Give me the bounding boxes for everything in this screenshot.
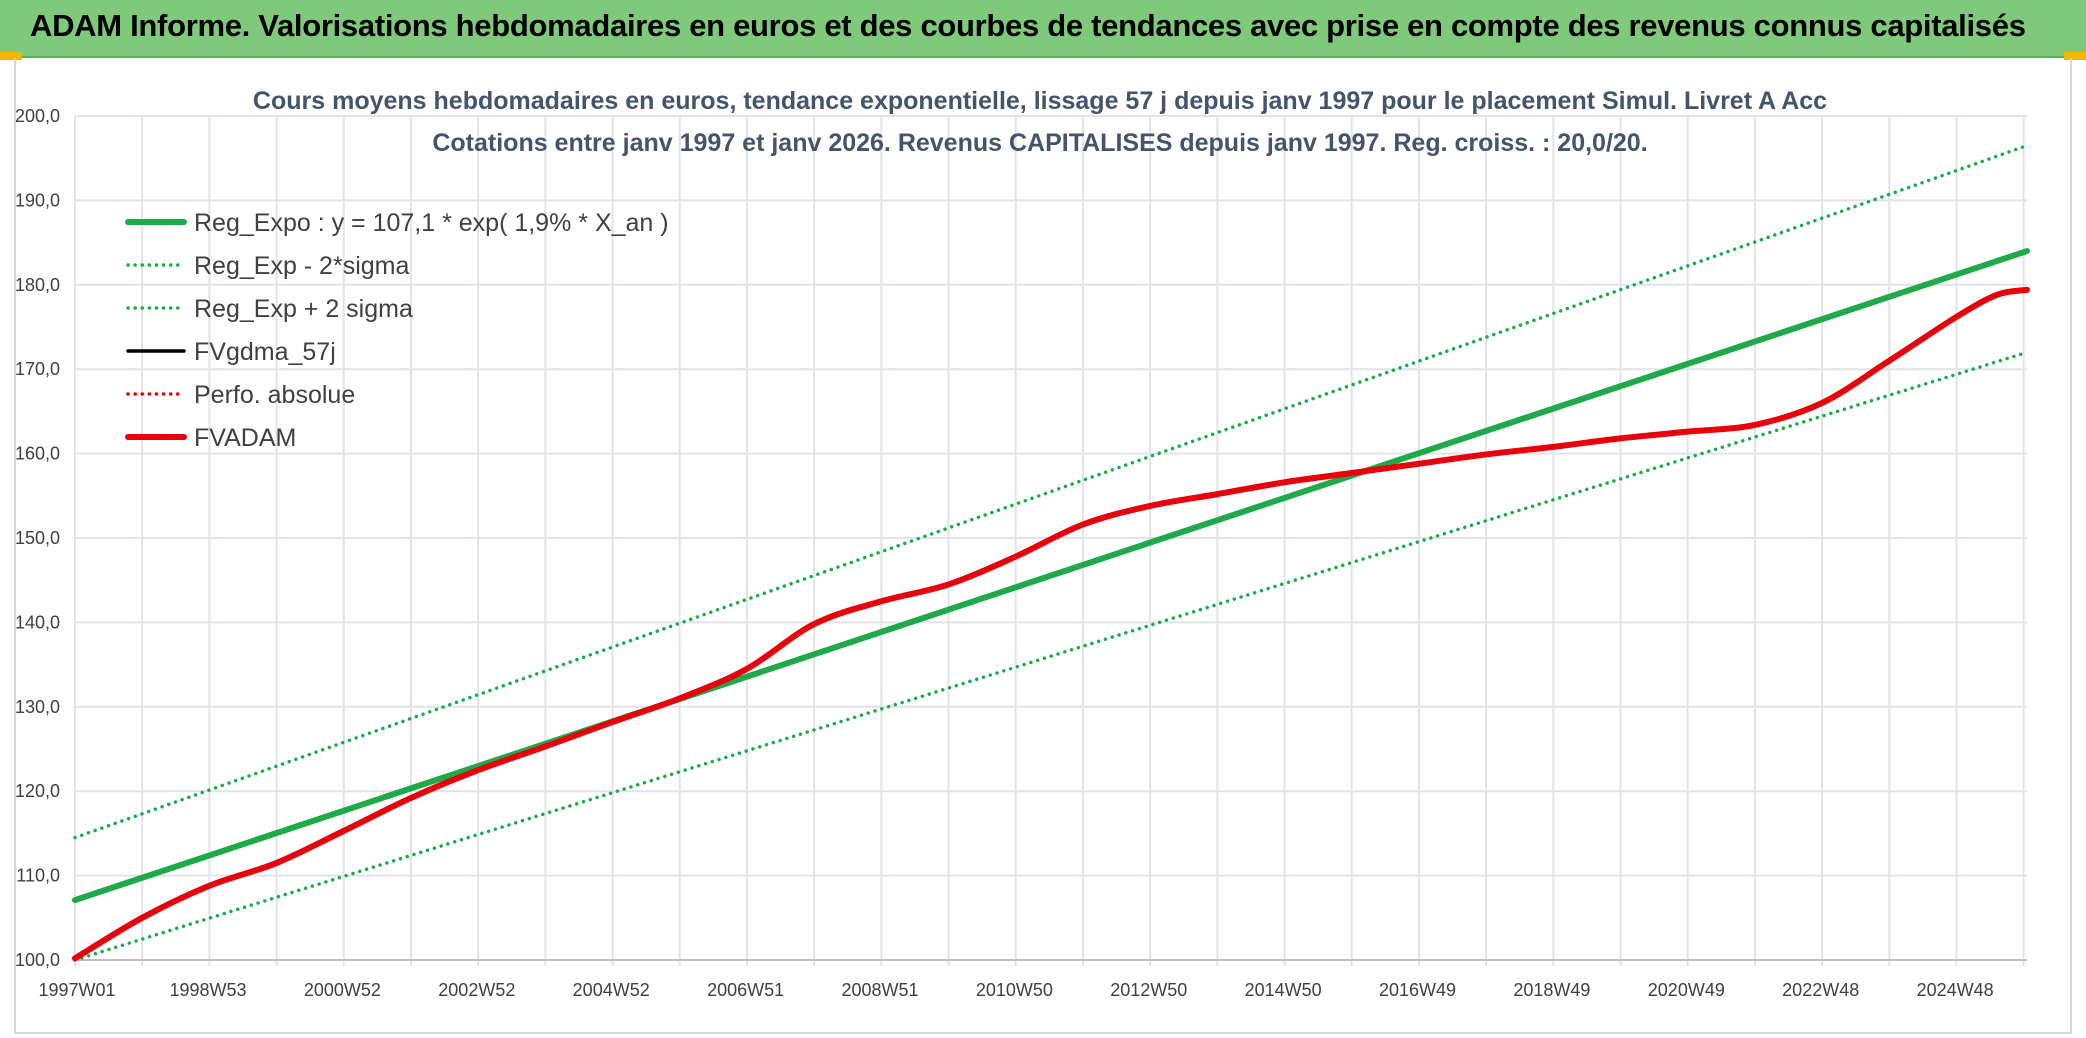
x-tick-label: 2002W52 xyxy=(438,980,515,1000)
chart-series xyxy=(72,143,2030,962)
corner-accent-left xyxy=(0,52,22,60)
series-line xyxy=(72,248,2030,904)
x-tick-label: 2006W51 xyxy=(707,980,784,1000)
y-tick-label: 180,0 xyxy=(15,275,60,295)
x-tick-label: 2014W50 xyxy=(1245,980,1322,1000)
legend-label: FVADAM xyxy=(194,424,296,452)
y-tick-label: 160,0 xyxy=(15,444,60,464)
x-tick-label: 2010W50 xyxy=(976,980,1053,1000)
y-tick-label: 120,0 xyxy=(15,781,60,801)
y-tick-label: 130,0 xyxy=(15,697,60,717)
series-line xyxy=(73,143,2029,840)
legend-label: Reg_Exp - 2*sigma xyxy=(194,252,409,280)
chart-frame xyxy=(14,58,2072,1034)
series-line xyxy=(73,350,2029,962)
legend-label: Perfo. absolue xyxy=(194,381,355,409)
x-axis: 1997W01 1998W53 2000W52 2002W52 2004W52 2006W… xyxy=(38,980,1993,1000)
legend-label: FVgdma_57j xyxy=(194,338,336,366)
report-banner: ADAM Informe. Valorisations hebdomadaire… xyxy=(0,0,2086,58)
y-tick-label: 110,0 xyxy=(16,866,60,886)
legend-label: Reg_Expo : y = 107,1 * exp( 1,9% * X_an … xyxy=(194,209,669,237)
x-tick-label: 1998W53 xyxy=(170,980,247,1000)
report-title: ADAM Informe. Valorisations hebdomadaire… xyxy=(30,8,2026,43)
chart-title-line-1: Cours moyens hebdomadaires en euros, ten… xyxy=(253,87,1827,115)
x-tick-label: 2020W49 xyxy=(1648,980,1725,1000)
y-tick-label: 200,0 xyxy=(15,106,60,126)
x-tick-label: 2024W48 xyxy=(1917,980,1994,1000)
corner-accent-right xyxy=(2064,52,2086,60)
x-tick-label: 2022W48 xyxy=(1782,980,1859,1000)
x-tick-label: 2012W50 xyxy=(1110,980,1187,1000)
chart-title-line-2: Cotations entre janv 1997 et janv 2026. … xyxy=(432,129,1647,157)
x-tick-label: 2000W52 xyxy=(304,980,381,1000)
x-tick-label: 2016W49 xyxy=(1379,980,1456,1000)
x-tick-label: 2018W49 xyxy=(1513,980,1590,1000)
y-tick-label: 140,0 xyxy=(15,612,60,632)
y-tick-label: 150,0 xyxy=(15,528,60,548)
chart-legend: Reg_Expo : y = 107,1 * exp( 1,9% * X_an … xyxy=(125,209,669,452)
legend-label: Reg_Exp + 2 sigma xyxy=(194,295,413,323)
y-tick-label: 190,0 xyxy=(15,190,60,210)
series-line xyxy=(72,286,2030,962)
y-axis: 100,0 110,0 120,0 130,0 140,0 150,0 160,0 170,0… xyxy=(15,106,60,970)
y-tick-label: 100,0 xyxy=(15,950,60,970)
x-tick-label: 2008W51 xyxy=(841,980,918,1000)
x-tick-label: 2004W52 xyxy=(573,980,650,1000)
x-tick-label: 1997W01 xyxy=(38,980,115,1000)
y-tick-label: 170,0 xyxy=(15,359,60,379)
